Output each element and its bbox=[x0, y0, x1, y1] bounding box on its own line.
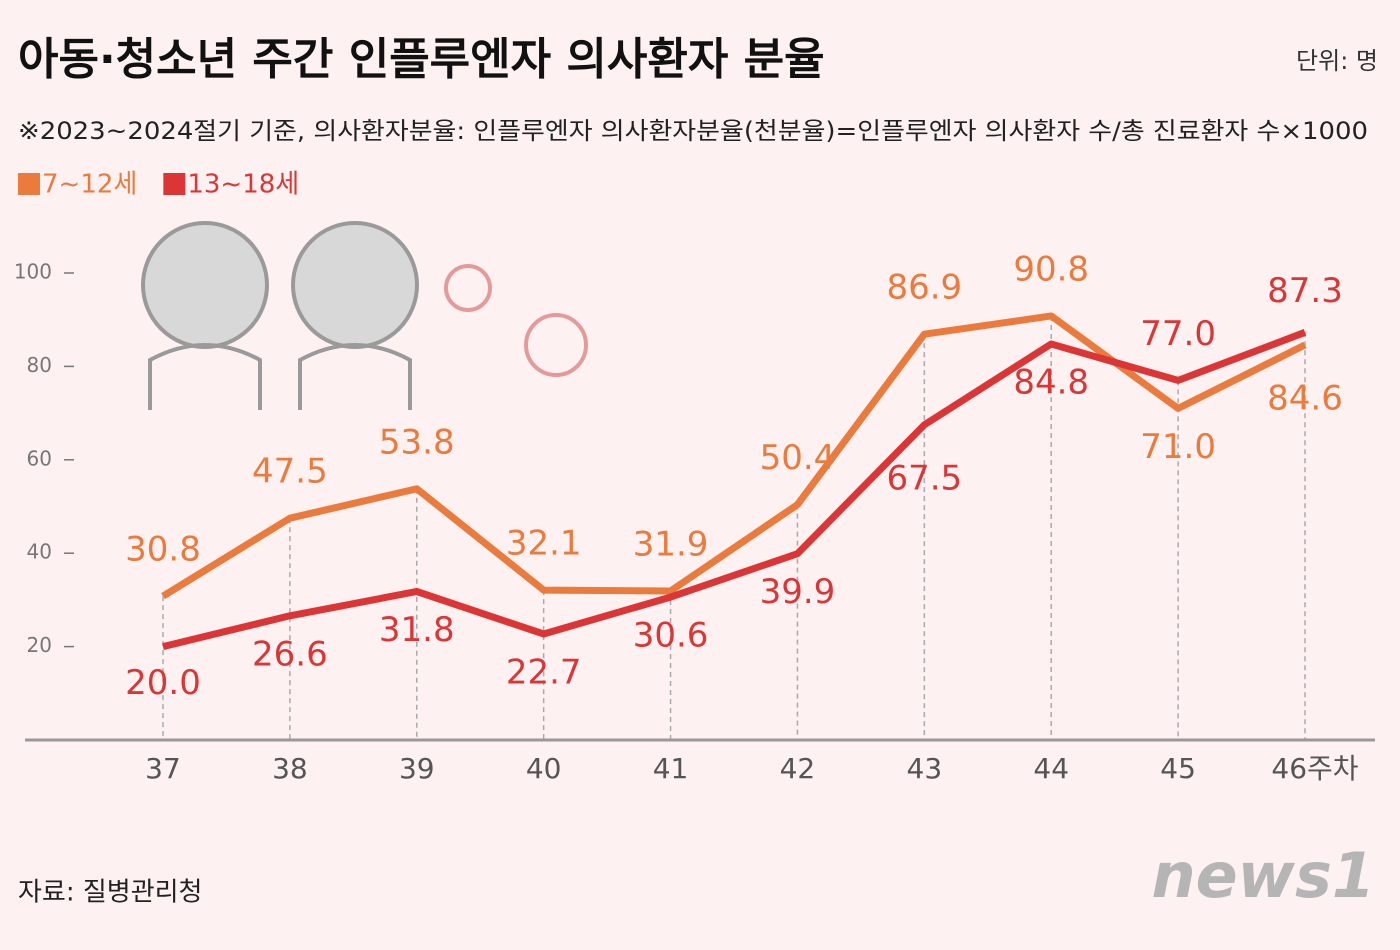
x-tick-label: 46주차 bbox=[1271, 752, 1358, 785]
virus-icon bbox=[444, 264, 492, 312]
legend-label: 13~18세 bbox=[187, 170, 299, 200]
body-icon bbox=[298, 343, 412, 410]
source: 자료: 질병관리청 bbox=[18, 878, 202, 908]
body-icon bbox=[148, 343, 262, 410]
value-label: 30.6 bbox=[633, 616, 709, 656]
value-label: 50.4 bbox=[760, 438, 836, 478]
subtitle: ※2023~2024절기 기준, 의사환자분율: 인플루엔자 의사환자분율(천분… bbox=[18, 117, 1368, 145]
x-tick-label: 38 bbox=[272, 752, 308, 785]
value-label: 47.5 bbox=[252, 452, 328, 492]
x-tick-label: 45 bbox=[1160, 752, 1196, 785]
y-tick-label: 60 bbox=[27, 446, 52, 470]
x-tick-label: 37 bbox=[145, 752, 181, 785]
legend-swatch bbox=[163, 173, 186, 195]
y-tick-label: 100 bbox=[14, 260, 52, 284]
virus-icon bbox=[524, 313, 588, 377]
x-tick-label: 41 bbox=[653, 752, 689, 785]
value-label: 86.9 bbox=[886, 268, 962, 308]
face-icon bbox=[141, 221, 269, 349]
legend-swatch bbox=[18, 173, 40, 195]
value-label: 90.8 bbox=[1013, 249, 1089, 289]
unit: 단위: 명 bbox=[1296, 47, 1378, 75]
legend-label: 7~12세 bbox=[42, 170, 137, 200]
value-label: 84.8 bbox=[1013, 362, 1089, 402]
value-label: 30.8 bbox=[125, 530, 201, 570]
value-label: 53.8 bbox=[379, 422, 455, 462]
value-label: 31.8 bbox=[379, 610, 455, 650]
value-label: 87.3 bbox=[1267, 271, 1343, 311]
series-line bbox=[162, 329, 1307, 651]
illustration bbox=[141, 221, 588, 410]
x-tick-label: 43 bbox=[907, 752, 943, 785]
value-label: 77.0 bbox=[1140, 314, 1216, 354]
value-label: 39.9 bbox=[760, 572, 836, 612]
x-tick-label: 39 bbox=[399, 752, 435, 785]
y-tick-label: 20 bbox=[27, 633, 52, 657]
x-tick-label: 44 bbox=[1033, 752, 1069, 785]
logo: news1 bbox=[1151, 839, 1375, 912]
x-tick-label: 42 bbox=[780, 752, 816, 785]
value-label: 22.7 bbox=[506, 652, 582, 692]
value-label: 32.1 bbox=[506, 524, 582, 564]
value-label: 31.9 bbox=[633, 525, 709, 565]
value-label: 20.0 bbox=[125, 663, 201, 703]
value-label: 26.6 bbox=[252, 634, 328, 674]
y-tick-label: 80 bbox=[27, 353, 52, 377]
face-icon bbox=[291, 221, 419, 349]
value-label: 71.0 bbox=[1140, 427, 1216, 467]
value-label: 84.6 bbox=[1267, 378, 1343, 418]
chart-title: 아동·청소년 주간 인플루엔자 의사환자 분율 bbox=[18, 34, 825, 85]
x-tick-label: 40 bbox=[526, 752, 562, 785]
y-tick-label: 40 bbox=[27, 540, 52, 564]
value-label: 67.5 bbox=[886, 458, 962, 498]
